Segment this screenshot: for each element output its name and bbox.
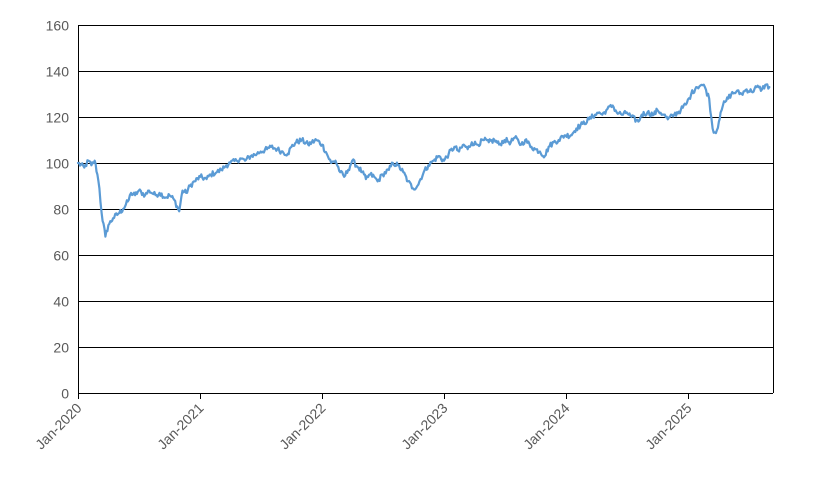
gridlines <box>78 25 773 348</box>
y-tick-label: 60 <box>53 248 69 264</box>
x-tick-label: Jan-2022 <box>276 400 329 453</box>
y-tick-label: 40 <box>53 294 69 310</box>
axes <box>78 25 774 394</box>
y-axis-ticks: 0 20 40 60 80 100 120 140 160 <box>46 18 70 402</box>
x-tick-label: Jan-2025 <box>642 400 695 453</box>
x-tick-label: Jan-2023 <box>398 400 451 453</box>
y-tick-label: 100 <box>46 156 70 172</box>
y-tick-label: 20 <box>53 340 69 356</box>
x-tick-label: Jan-2020 <box>32 400 85 453</box>
x-axis-ticks: Jan-2020 Jan-2021 Jan-2022 Jan-2023 Jan-2024… <box>32 393 695 452</box>
y-tick-label: 80 <box>53 202 69 218</box>
x-tick-label: Jan-2021 <box>154 400 207 453</box>
y-tick-label: 0 <box>61 386 69 402</box>
series-layer <box>76 83 771 238</box>
series-line-0 <box>76 83 771 238</box>
y-tick-label: 160 <box>46 18 70 34</box>
y-tick-label: 120 <box>46 110 70 126</box>
y-tick-label: 140 <box>46 64 70 80</box>
x-tick-label: Jan-2024 <box>520 400 573 453</box>
